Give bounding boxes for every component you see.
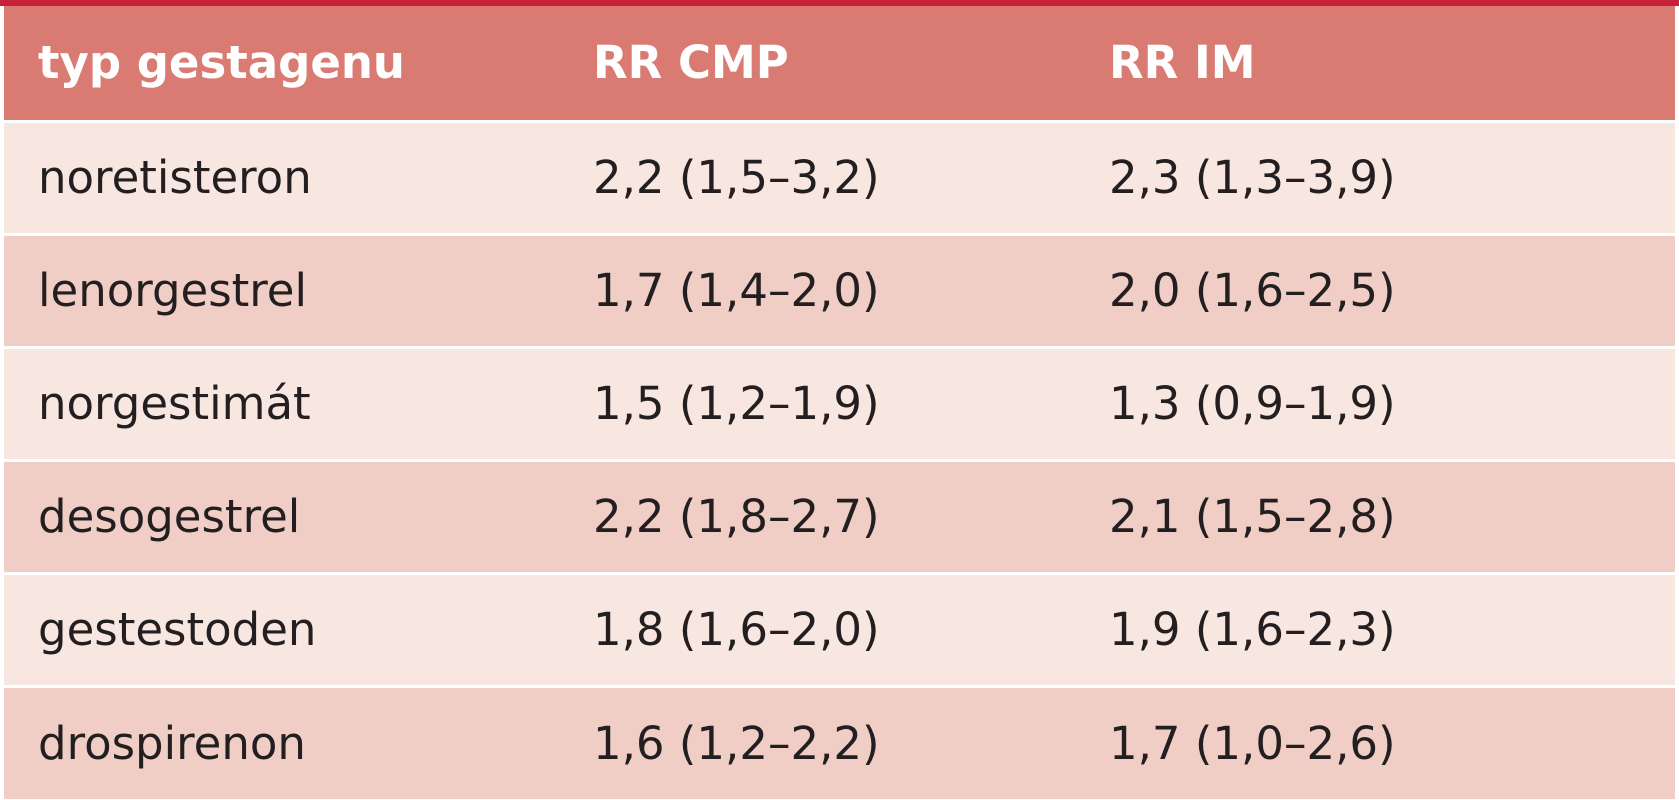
table-row: norgestimát 1,5 (1,2–1,9) 1,3 (0,9–1,9) (4, 345, 1675, 460)
cell-progestin: lenorgestrel (4, 232, 559, 347)
header-rr-cmp: RR CMP (593, 36, 789, 90)
cell-rr-cmp: 2,2 (1,5–3,2) (559, 119, 1075, 234)
cell-progestin: norgestimát (4, 345, 559, 460)
table-row: noretisteron 2,2 (1,5–3,2) 2,3 (1,3–3,9) (4, 119, 1675, 234)
cell-rr-im: 1,7 (1,0–2,6) (1075, 684, 1675, 799)
cell-rr-cmp: 1,8 (1,6–2,0) (559, 571, 1075, 686)
cell-rr-im: 1,3 (0,9–1,9) (1075, 345, 1675, 460)
cell-progestin: desogestrel (4, 458, 559, 573)
cell-rr-im: 1,9 (1,6–2,3) (1075, 571, 1675, 686)
table-header-row: typ gestagenu RR CMP RR IM (4, 6, 1675, 121)
cell-rr-cmp: 1,6 (1,2–2,2) (559, 684, 1075, 799)
cell-progestin: drospirenon (4, 684, 559, 799)
cell-rr-cmp: 1,7 (1,4–2,0) (559, 232, 1075, 347)
cell-rr-im: 2,3 (1,3–3,9) (1075, 119, 1675, 234)
top-rule (0, 0, 1679, 6)
cell-rr-im: 2,0 (1,6–2,5) (1075, 232, 1675, 347)
table-row: desogestrel 2,2 (1,8–2,7) 2,1 (1,5–2,8) (4, 458, 1675, 573)
cell-rr-cmp: 2,2 (1,8–2,7) (559, 458, 1075, 573)
table-row: lenorgestrel 1,7 (1,4–2,0) 2,0 (1,6–2,5) (4, 232, 1675, 347)
cell-rr-cmp: 1,5 (1,2–1,9) (559, 345, 1075, 460)
risk-table: typ gestagenu RR CMP RR IM noretisteron … (4, 6, 1675, 799)
table-row: drospirenon 1,6 (1,2–2,2) 1,7 (1,0–2,6) (4, 684, 1675, 799)
cell-progestin: noretisteron (4, 119, 559, 234)
header-progestin-type: typ gestagenu (38, 36, 405, 90)
cell-progestin: gestestoden (4, 571, 559, 686)
header-rr-im: RR IM (1109, 36, 1256, 90)
table-row: gestestoden 1,8 (1,6–2,0) 1,9 (1,6–2,3) (4, 571, 1675, 686)
cell-rr-im: 2,1 (1,5–2,8) (1075, 458, 1675, 573)
